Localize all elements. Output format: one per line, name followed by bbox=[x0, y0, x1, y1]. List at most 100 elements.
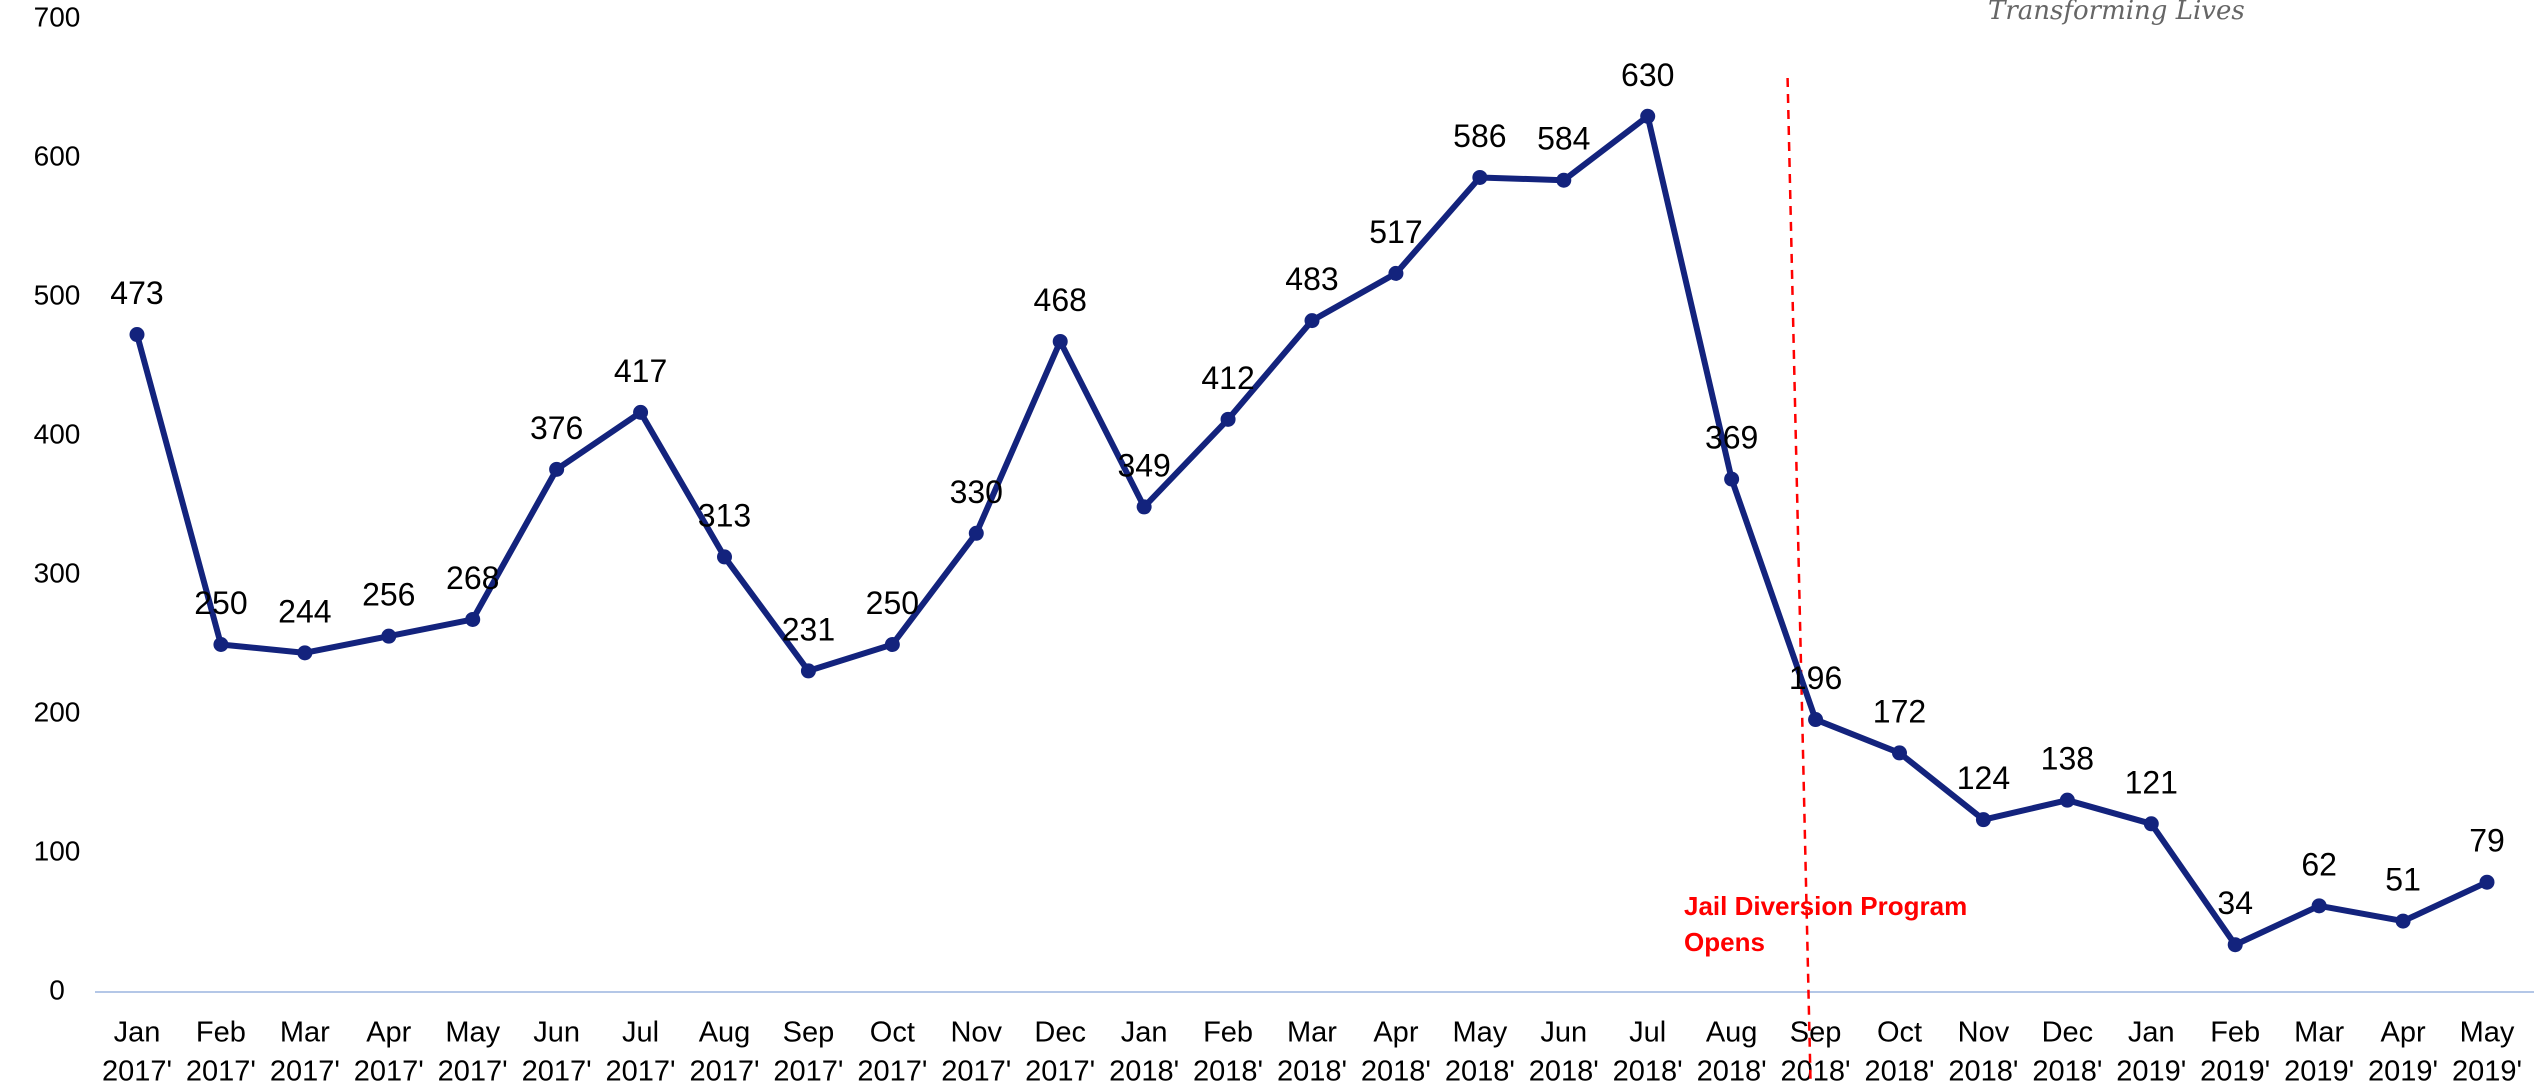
x-tick-label: May bbox=[445, 1017, 500, 1049]
data-label: 412 bbox=[1201, 360, 1254, 396]
x-tick-label: 2019' bbox=[2200, 1056, 2270, 1088]
y-tick-label: 100 bbox=[34, 835, 81, 866]
annotation-line bbox=[1786, 77, 1812, 1084]
x-tick-label: Apr bbox=[1373, 1017, 1418, 1049]
x-tick-label: Feb bbox=[2210, 1017, 2260, 1049]
data-point bbox=[2395, 913, 2411, 929]
data-point bbox=[1136, 499, 1152, 515]
x-tick-label: 2017' bbox=[857, 1056, 927, 1088]
x-tick-label: Mar bbox=[1287, 1017, 1337, 1049]
data-point bbox=[1556, 172, 1572, 188]
data-point bbox=[297, 645, 313, 661]
data-label: 417 bbox=[614, 353, 667, 389]
x-tick-label: Sep bbox=[1790, 1017, 1842, 1049]
x-tick-label: 2018' bbox=[1697, 1056, 1767, 1088]
x-tick-label: 2018' bbox=[1781, 1056, 1851, 1088]
x-tick-label: 2019' bbox=[2368, 1056, 2438, 1088]
x-tick-label: Jan bbox=[2128, 1017, 2175, 1049]
x-tick-label: 2017' bbox=[689, 1056, 759, 1088]
y-tick-label: 700 bbox=[34, 1, 81, 32]
data-label: 630 bbox=[1621, 57, 1674, 93]
data-point bbox=[1724, 471, 1740, 487]
x-tick-label: 2017' bbox=[773, 1056, 843, 1088]
logo-text: Transforming Lives bbox=[1988, 0, 2245, 26]
x-tick-label: Aug bbox=[1706, 1017, 1758, 1049]
data-label: 172 bbox=[1873, 693, 1926, 729]
x-tick-label: Dec bbox=[1034, 1017, 1086, 1049]
data-point bbox=[1052, 333, 1068, 349]
x-tick-label: 2018' bbox=[1948, 1056, 2018, 1088]
x-tick-label: Feb bbox=[1203, 1017, 1253, 1049]
data-point bbox=[1220, 411, 1236, 427]
x-tick-label: 2017' bbox=[522, 1056, 592, 1088]
x-tick-label: 2019' bbox=[2116, 1056, 2186, 1088]
x-tick-label: 2017' bbox=[102, 1056, 172, 1088]
data-label: 124 bbox=[1957, 760, 2010, 796]
x-tick-label: 2017' bbox=[270, 1056, 340, 1088]
x-tick-label: Oct bbox=[870, 1017, 915, 1049]
data-label: 376 bbox=[530, 410, 583, 446]
data-label: 349 bbox=[1117, 447, 1170, 483]
x-tick-label: Apr bbox=[366, 1017, 411, 1049]
data-point bbox=[465, 611, 481, 627]
data-point bbox=[1472, 169, 1488, 185]
data-point bbox=[1808, 712, 1824, 728]
x-tick-label: Jul bbox=[622, 1017, 659, 1049]
data-label: 250 bbox=[866, 585, 919, 621]
x-tick-label: Feb bbox=[196, 1017, 246, 1049]
data-point bbox=[2479, 874, 2495, 890]
data-label: 62 bbox=[2301, 846, 2337, 882]
x-tick-label: Aug bbox=[699, 1017, 751, 1049]
x-tick-label: 2017' bbox=[354, 1056, 424, 1088]
x-tick-label: 2017' bbox=[438, 1056, 508, 1088]
x-tick-label: 2018' bbox=[1361, 1056, 1431, 1088]
data-label: 79 bbox=[2469, 823, 2505, 859]
x-tick-label: 2018' bbox=[1109, 1056, 1179, 1088]
data-label: 313 bbox=[698, 497, 751, 533]
data-label: 138 bbox=[2041, 741, 2094, 777]
x-tick-label: 2019' bbox=[2452, 1056, 2522, 1088]
x-tick-label: Nov bbox=[1958, 1017, 2010, 1049]
x-tick-label: 2018' bbox=[1277, 1056, 1347, 1088]
data-point bbox=[549, 461, 565, 477]
y-tick-label: 300 bbox=[34, 557, 81, 588]
data-point bbox=[1388, 265, 1404, 281]
annotation-text: Jail Diversion Program bbox=[1684, 891, 1967, 921]
annotation-text: Opens bbox=[1684, 927, 1765, 957]
data-label: 586 bbox=[1453, 118, 1506, 154]
data-label: 584 bbox=[1537, 121, 1590, 157]
data-point bbox=[1304, 313, 1320, 329]
data-label: 256 bbox=[362, 577, 415, 613]
y-tick-label: 400 bbox=[34, 418, 81, 449]
x-tick-label: 2017' bbox=[186, 1056, 256, 1088]
data-label: 51 bbox=[2385, 862, 2421, 898]
data-label: 517 bbox=[1369, 214, 1422, 250]
x-tick-label: May bbox=[1452, 1017, 1507, 1049]
data-point bbox=[800, 663, 816, 679]
data-label: 196 bbox=[1789, 660, 1842, 696]
data-point bbox=[633, 404, 649, 420]
data-point bbox=[381, 628, 397, 644]
x-tick-label: Jan bbox=[114, 1017, 161, 1049]
data-label: 369 bbox=[1705, 420, 1758, 456]
data-point bbox=[2143, 816, 2159, 832]
x-tick-label: Mar bbox=[2294, 1017, 2344, 1049]
y-tick-label: 200 bbox=[34, 696, 81, 727]
x-tick-label: 2018' bbox=[1864, 1056, 1934, 1088]
data-point bbox=[968, 525, 984, 541]
data-point bbox=[1975, 812, 1991, 828]
x-tick-label: 2017' bbox=[941, 1056, 1011, 1088]
y-tick-label: 0 bbox=[49, 974, 65, 1005]
data-point bbox=[884, 637, 900, 652]
data-label: 268 bbox=[446, 560, 499, 596]
y-tick-label: 600 bbox=[34, 140, 81, 171]
data-label: 34 bbox=[2217, 885, 2253, 921]
x-tick-label: Jan bbox=[1121, 1017, 1168, 1049]
x-tick-label: Mar bbox=[280, 1017, 330, 1049]
data-point bbox=[1640, 108, 1656, 124]
data-label: 483 bbox=[1285, 261, 1338, 297]
data-point bbox=[2059, 792, 2075, 808]
data-point bbox=[2311, 898, 2327, 914]
